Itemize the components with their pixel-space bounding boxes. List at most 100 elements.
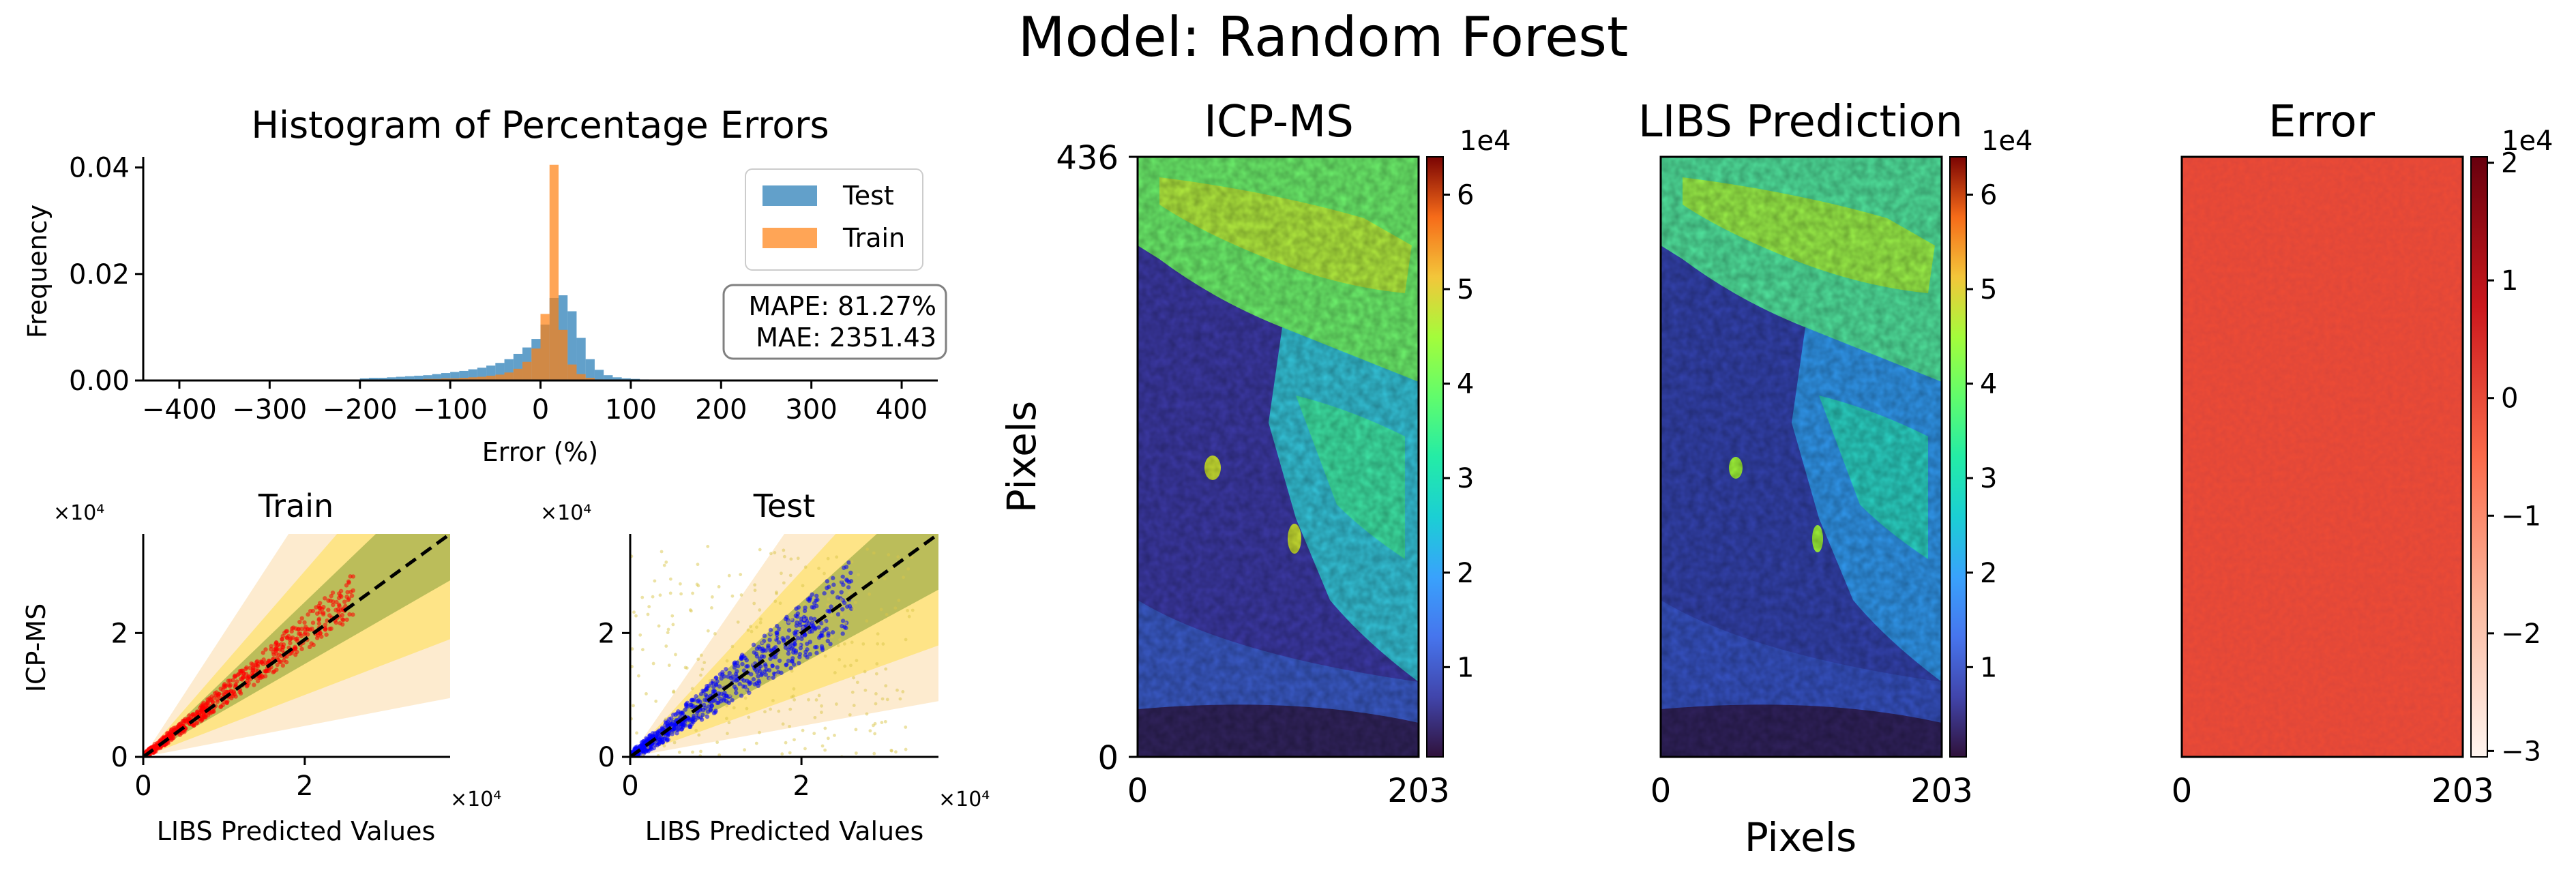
- scatter-test-outlier-point: [826, 603, 830, 607]
- scatter-test-outlier-point: [640, 595, 645, 599]
- scatter-test-outlier-point: [863, 688, 868, 692]
- scatter-test-outlier-point: [727, 721, 731, 725]
- scatter-test-outlier-point: [872, 751, 876, 756]
- scatter-test-outlier-point: [884, 667, 888, 671]
- scatter-test-outlier-point: [664, 561, 668, 564]
- scatter-test-point: [687, 724, 692, 730]
- scatter-test-outlier-point: [802, 602, 806, 606]
- scatter-test-point: [785, 635, 790, 640]
- scatter-test-outlier-point: [641, 753, 645, 757]
- scatter-test-outlier-point: [657, 624, 661, 628]
- scatter-train-point: [177, 732, 183, 737]
- scatter-test-point: [680, 711, 685, 715]
- scatter-test-outlier-point: [668, 591, 672, 595]
- histogram-bar-train: [522, 361, 532, 380]
- histogram-bar-test: [567, 311, 577, 380]
- scatter-test-outlier-point: [793, 738, 796, 742]
- colorbar-tick-label: 6: [1980, 179, 1997, 211]
- scatter-test-outlier-point: [699, 653, 703, 657]
- scatter-test-outlier-point: [904, 726, 908, 729]
- scatter-train-point: [347, 612, 352, 617]
- scatter-train-point: [216, 693, 221, 698]
- scatter-train-point: [299, 646, 304, 651]
- scatter-test-point: [732, 661, 737, 666]
- histogram-bar-test: [621, 378, 631, 380]
- scatter-test-outlier-point: [788, 707, 793, 711]
- scatter-test-point: [759, 672, 764, 678]
- scatter-test-point: [811, 625, 816, 629]
- scatter-test-outlier-point: [823, 726, 827, 730]
- colorbar-tick-label: 4: [1980, 369, 1997, 400]
- stats-mae: MAE: 2351.43: [756, 323, 936, 353]
- scatter-train-point: [222, 682, 227, 687]
- histogram-xlabel: Error (%): [482, 437, 598, 467]
- scatter-test-point: [768, 656, 773, 661]
- histogram-y-ticks: 0.00 0.02 0.04: [69, 153, 143, 397]
- scatter-test-point: [805, 641, 810, 646]
- scatter-test-outlier-point: [814, 698, 818, 702]
- scatter-test-title: Test: [753, 488, 816, 524]
- scatter-test-outlier-point: [713, 632, 717, 636]
- scatter-test-outlier-point: [880, 721, 884, 724]
- scatter-test-point: [786, 628, 792, 633]
- colorbar-tick-label: −3: [2501, 736, 2541, 767]
- scatter-test-point: [705, 694, 709, 699]
- colorbar-tick-label: 1: [2501, 265, 2518, 297]
- scatter-test-outlier-point: [796, 556, 800, 561]
- scatter-test-outlier-point: [801, 584, 805, 588]
- scatter-test-point: [716, 700, 721, 705]
- legend-train-swatch: [763, 228, 817, 248]
- scatter-test-outlier-point: [792, 687, 796, 691]
- scatter-test-point: [774, 630, 779, 636]
- scatter-train-x-multiplier: ×10⁴: [450, 788, 501, 811]
- map-icp-ms-xtick-203: 203: [1387, 772, 1450, 810]
- scatter-test-point: [810, 592, 814, 597]
- scatter-test-outlier-point: [710, 606, 713, 610]
- scatter-test-outlier-point: [790, 669, 794, 673]
- scatter-test-point: [783, 616, 788, 621]
- scatter-train-point: [351, 612, 355, 617]
- legend-test-swatch: [763, 185, 817, 206]
- scatter-test-outlier-point: [911, 608, 915, 612]
- scatter-test-outlier-point: [699, 673, 702, 677]
- scatter-test-point: [673, 712, 678, 717]
- scatter-test-outlier-point: [769, 552, 773, 556]
- scatter-train-y-tick-label: 2: [111, 618, 128, 649]
- histogram-title: Histogram of Percentage Errors: [251, 104, 829, 147]
- scatter-train-point: [290, 635, 295, 640]
- scatter-train-y-tick-label: 0: [111, 742, 128, 773]
- histogram-bar-test: [404, 376, 415, 380]
- scatter-test-outlier-point: [797, 643, 801, 647]
- scatter-test-outlier-point: [754, 741, 758, 745]
- scatter-test-point: [789, 646, 794, 651]
- histogram-stats-box: MAPE: 81.27% MAE: 2351.43: [722, 284, 947, 360]
- scatter-test-outlier-point: [743, 652, 747, 656]
- histogram-bar-train: [540, 314, 550, 380]
- scatter-test-outlier-point: [857, 573, 860, 577]
- histogram-x-tick-label: −400: [142, 394, 217, 425]
- scatter-test-point: [808, 616, 814, 621]
- scatter-train-point: [317, 606, 322, 610]
- scatter-test-outlier-point: [698, 713, 702, 717]
- scatter-test-point: [798, 620, 803, 625]
- scatter-test-point: [840, 574, 845, 579]
- scatter-test-outlier-point: [901, 690, 905, 693]
- scatter-test-point: [814, 593, 819, 599]
- scatter-test-outlier-point: [774, 673, 778, 677]
- scatter-test-point: [826, 633, 831, 638]
- histogram-bar-test: [423, 375, 432, 380]
- scatter-test-outlier-point: [672, 741, 677, 745]
- map-icp-ms-xtick-0: 0: [1127, 772, 1149, 810]
- scatter-test-point: [657, 737, 662, 742]
- scatter-train-title: Train: [258, 488, 334, 524]
- map-error-cbar-exponent: 1e4: [2502, 125, 2553, 157]
- scatter-train-point: [231, 678, 235, 683]
- histogram-x-tick-label: 100: [605, 394, 657, 425]
- scatter-test-outlier-point: [730, 644, 735, 648]
- scatter-test-point: [825, 638, 830, 644]
- map-error-xtick-0: 0: [2172, 772, 2193, 810]
- histogram-x-tick-label: −100: [413, 394, 488, 425]
- scatter-test-outlier-point: [868, 592, 872, 596]
- map-xlabel: Pixels: [1745, 814, 1856, 861]
- scatter-test-point: [755, 670, 760, 674]
